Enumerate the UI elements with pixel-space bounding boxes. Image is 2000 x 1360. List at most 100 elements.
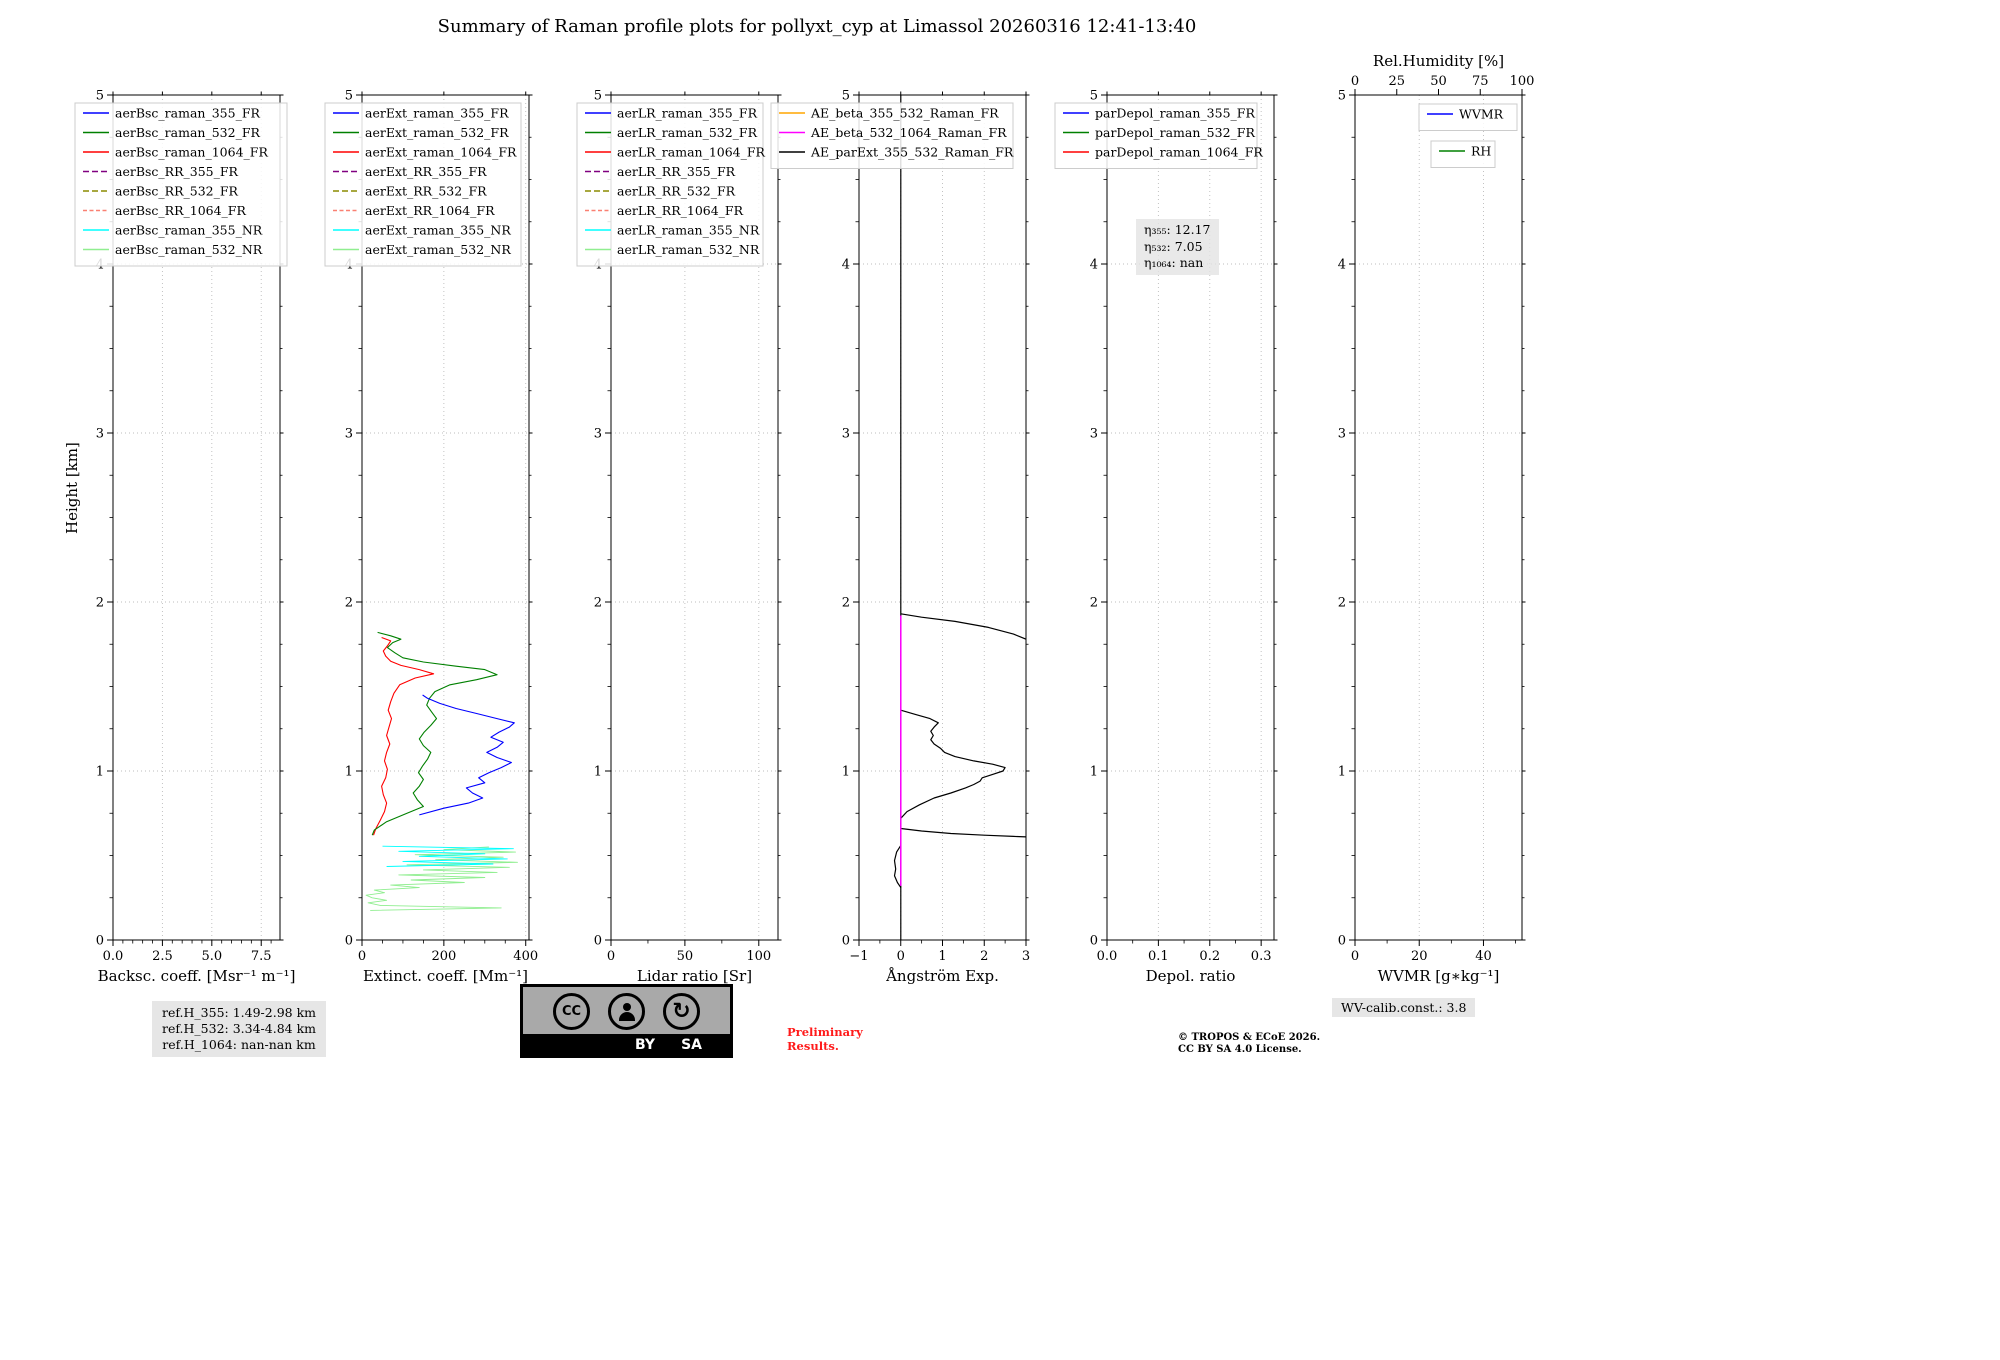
cc-badge-bar: BY SA [523, 1034, 730, 1055]
eta-355: η₃₅₅: 12.17 [1144, 222, 1211, 237]
x-tick-label: 0.0 [1097, 949, 1118, 964]
y-tick-label: 0 [96, 934, 104, 949]
y-tick-label: 0 [594, 934, 602, 949]
y-tick-label: 2 [1338, 596, 1346, 611]
ref-h-1064: ref.H_1064: nan-nan km [162, 1037, 316, 1052]
series-aerExt_raman_532_NR [365, 846, 518, 911]
y-tick-label: 3 [96, 427, 104, 442]
preliminary-line-1: Preliminary [787, 1025, 863, 1039]
y-tick-label: 3 [1090, 427, 1098, 442]
y-tick-label: 1 [345, 765, 353, 780]
x-tick-label: 2 [980, 949, 988, 964]
y-tick-label: 3 [842, 427, 850, 442]
x-tick-label: 0 [607, 949, 615, 964]
x-tick-label: 0 [358, 949, 366, 964]
y-tick-label: 5 [345, 89, 353, 104]
x-tick-label: 1 [938, 949, 946, 964]
legend-label: aerExt_raman_355_FR [365, 105, 509, 120]
preliminary-line-2: Results. [787, 1038, 839, 1053]
legend-label: aerLR_raman_355_FR [617, 105, 758, 120]
x-axis-label: Depol. ratio [1146, 967, 1236, 985]
legend-label: aerBsc_raman_355_NR [115, 222, 263, 237]
x-tick-label: 40 [1475, 949, 1492, 964]
attribution-person-icon [608, 993, 645, 1030]
legend-label: aerLR_RR_1064_FR [617, 203, 744, 218]
y-tick-label: 0 [345, 934, 353, 949]
series-AE_parExt_355_532_Raman_FR [900, 613, 1026, 640]
series-AE_parExt_355_532_Raman_FR [900, 827, 1026, 838]
ref-h-532: ref.H_532: 3.34-4.84 km [162, 1021, 317, 1036]
x-axis-label: Lidar ratio [Sr] [637, 967, 752, 985]
ref-h-355: ref.H_355: 1.49-2.98 km [162, 1005, 317, 1020]
panel-depol: 0 1 2 3 4 5 0.0 0.1 0.2 0.3 Depol. ratio parDepol_r… [1054, 89, 1278, 985]
cc-badge-icons: CC ↻ [523, 987, 730, 1034]
panel-extinction: 0123450200400Extinct. coeff. [Mm⁻¹]aerEx… [324, 89, 538, 985]
legend-box [324, 102, 522, 267]
legend-label: aerLR_raman_532_FR [617, 125, 758, 140]
y-tick-label: 5 [1090, 89, 1098, 104]
legend-box [1418, 103, 1518, 131]
preliminary-results-note: Preliminary Results. [787, 1025, 863, 1053]
x-tick-label: 200 [431, 949, 456, 964]
y-tick-label: 5 [1338, 89, 1346, 104]
share-alike-icon: ↻ [663, 993, 700, 1030]
y-tick-label: 2 [594, 596, 602, 611]
legend-label: aerExt_raman_355_NR [365, 222, 511, 237]
x-tick-label: 2.5 [152, 949, 173, 964]
share-alike-arrow: ↻ [672, 998, 691, 1024]
person-body [618, 1011, 635, 1021]
x-axis-label: WVMR [g∗kg⁻¹] [1378, 967, 1500, 985]
cc-icon-text: CC [561, 1004, 582, 1019]
y-tick-label: 4 [1338, 258, 1346, 273]
legend-label: aerExt_RR_532_FR [365, 183, 487, 198]
legend-label: parDepol_raman_532_FR [1095, 125, 1255, 140]
legend-box [1430, 140, 1496, 168]
y-tick-label: 0 [1338, 934, 1346, 949]
y-tick-label: 1 [594, 765, 602, 780]
x-tick-label: 0.3 [1251, 949, 1272, 964]
top-tick-label: 100 [1510, 74, 1535, 89]
x-tick-label: 0 [897, 949, 905, 964]
legend-label: aerBsc_RR_532_FR [115, 183, 239, 198]
legend-label: aerLR_raman_532_NR [617, 242, 760, 257]
legend-box [770, 102, 1014, 169]
copyright-line-2: CC BY SA 4.0 License. [1178, 1044, 1302, 1055]
person-head [622, 1002, 631, 1011]
x-tick-label: 7.5 [251, 949, 272, 964]
y-tick-label: 3 [594, 427, 602, 442]
legend-label: aerBsc_RR_355_FR [115, 164, 239, 179]
legend-label: AE_beta_532_1064_Raman_FR [810, 125, 1007, 140]
legend-box [1054, 102, 1258, 169]
x-tick-label: 0.0 [103, 949, 124, 964]
legend-label: AE_beta_355_532_Raman_FR [810, 105, 999, 120]
legend-label: aerBsc_raman_1064_FR [115, 144, 268, 159]
x-axis-label: Extinct. coeff. [Mm⁻¹] [363, 967, 528, 985]
legend-label: aerBsc_raman_532_FR [115, 125, 260, 140]
x-tick-label: 100 [746, 949, 771, 964]
series-AE_parExt_355_532_Raman_FR [893, 845, 902, 888]
legend-label: aerLR_raman_1064_FR [617, 144, 766, 159]
x-tick-label: 0.1 [1148, 949, 1169, 964]
y-tick-label: 1 [1090, 765, 1098, 780]
x-tick-label: 50 [677, 949, 694, 964]
legend-box [74, 102, 288, 267]
x-axis-label: Backsc. coeff. [Msr⁻¹ m⁻¹] [98, 967, 296, 985]
top-tick-label: 75 [1472, 74, 1489, 89]
cc-sa-label: SA [681, 1036, 702, 1053]
legend-label: aerExt_RR_355_FR [365, 164, 487, 179]
wv-calibration-annotation: WV-calib.const.: 3.8 [1332, 998, 1476, 1017]
legend-label: aerExt_raman_1064_FR [365, 144, 517, 159]
legend-label: parDepol_raman_1064_FR [1095, 144, 1263, 159]
y-tick-label: 4 [1090, 258, 1098, 273]
legend-box [576, 102, 764, 267]
legend-label: aerBsc_RR_1064_FR [115, 203, 246, 218]
legend-label: AE_parExt_355_532_Raman_FR [810, 144, 1014, 159]
y-tick-label: 5 [594, 89, 602, 104]
legend-label: aerLR_raman_355_NR [617, 222, 760, 237]
y-tick-label: 3 [345, 427, 353, 442]
x-tick-label: 0.2 [1199, 949, 1220, 964]
legend-label: aerLR_RR_355_FR [617, 164, 736, 179]
y-tick-label: 3 [1338, 427, 1346, 442]
legend-label: aerLR_RR_532_FR [617, 183, 736, 198]
